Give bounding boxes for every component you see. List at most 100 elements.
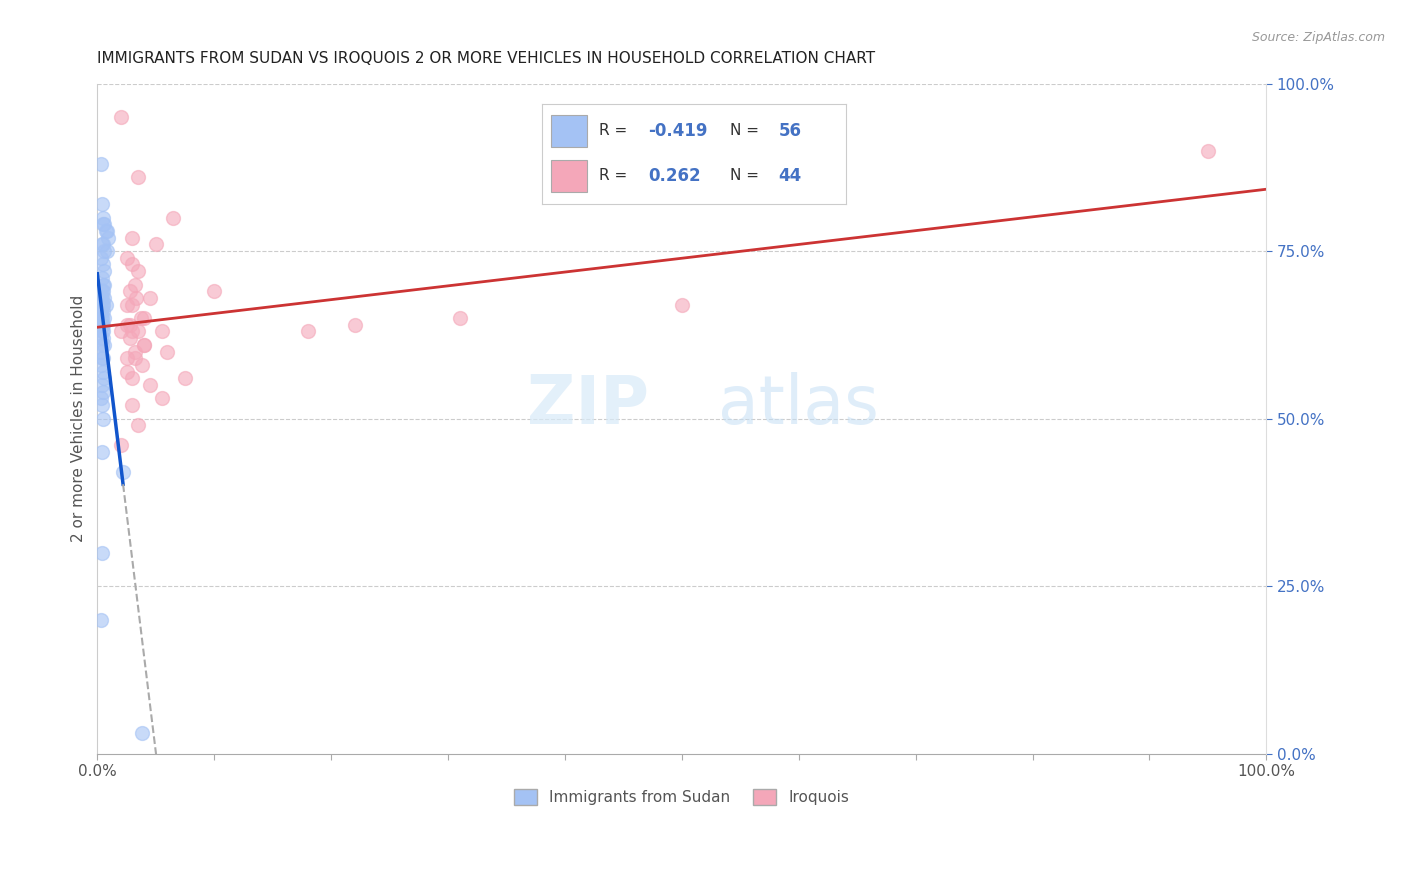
- Point: [115, 297, 138, 311]
- Point: [91, 297, 114, 311]
- Point: [139, 378, 162, 392]
- Point: [93, 371, 115, 385]
- Point: [156, 344, 179, 359]
- Point: [93, 277, 115, 292]
- Point: [91, 291, 114, 305]
- Point: [121, 325, 143, 339]
- Point: [121, 371, 143, 385]
- Point: [115, 318, 138, 332]
- Point: [110, 438, 132, 452]
- Point: [139, 291, 162, 305]
- Point: [90, 613, 112, 627]
- Point: [91, 277, 114, 292]
- Point: [91, 351, 114, 366]
- Point: [127, 325, 149, 339]
- Point: [110, 110, 132, 124]
- Point: [162, 211, 184, 225]
- Point: [132, 338, 155, 352]
- Point: [91, 270, 114, 285]
- Point: [120, 284, 142, 298]
- Point: [115, 365, 138, 379]
- Y-axis label: 2 or more Vehicles in Household: 2 or more Vehicles in Household: [72, 295, 86, 542]
- Point: [120, 318, 142, 332]
- Point: [90, 344, 112, 359]
- Point: [93, 244, 115, 258]
- Point: [115, 251, 138, 265]
- Point: [91, 311, 114, 326]
- Point: [131, 358, 153, 372]
- Point: [127, 170, 149, 185]
- Point: [96, 224, 118, 238]
- Text: Source: ZipAtlas.com: Source: ZipAtlas.com: [1251, 31, 1385, 45]
- Point: [124, 344, 146, 359]
- Text: atlas: atlas: [718, 372, 879, 438]
- Point: [90, 392, 112, 406]
- Point: [91, 325, 114, 339]
- Point: [91, 284, 114, 298]
- Point: [124, 351, 146, 366]
- Point: [127, 418, 149, 433]
- Point: [121, 297, 143, 311]
- Legend: Immigrants from Sudan, Iroquois: Immigrants from Sudan, Iroquois: [506, 781, 858, 813]
- Point: [90, 318, 112, 332]
- Point: [93, 311, 115, 326]
- Point: [91, 411, 114, 425]
- Point: [91, 297, 114, 311]
- Point: [91, 378, 114, 392]
- Point: [115, 351, 138, 366]
- Point: [91, 217, 114, 231]
- Point: [91, 545, 114, 559]
- Point: [127, 264, 149, 278]
- Point: [96, 244, 118, 258]
- Point: [91, 331, 114, 345]
- Point: [125, 291, 148, 305]
- Point: [671, 297, 693, 311]
- Point: [90, 251, 112, 265]
- Point: [90, 157, 112, 171]
- Point: [91, 325, 114, 339]
- Text: ZIP: ZIP: [527, 372, 650, 438]
- Point: [91, 197, 114, 211]
- Point: [93, 338, 115, 352]
- Point: [90, 304, 112, 318]
- Point: [91, 365, 114, 379]
- Point: [93, 291, 115, 305]
- Point: [90, 291, 112, 305]
- Point: [94, 224, 117, 238]
- Point: [90, 358, 112, 372]
- Point: [449, 311, 471, 326]
- Point: [91, 304, 114, 318]
- Text: IMMIGRANTS FROM SUDAN VS IROQUOIS 2 OR MORE VEHICLES IN HOUSEHOLD CORRELATION CH: IMMIGRANTS FROM SUDAN VS IROQUOIS 2 OR M…: [97, 51, 876, 66]
- Point: [297, 325, 319, 339]
- Point: [124, 277, 146, 292]
- Point: [131, 726, 153, 740]
- Point: [91, 338, 114, 352]
- Point: [91, 284, 114, 298]
- Point: [91, 398, 114, 412]
- Point: [112, 465, 135, 479]
- Point: [93, 217, 115, 231]
- Point: [91, 237, 114, 252]
- Point: [91, 318, 114, 332]
- Point: [121, 257, 143, 271]
- Point: [91, 211, 114, 225]
- Point: [1197, 144, 1219, 158]
- Point: [150, 325, 173, 339]
- Point: [94, 297, 117, 311]
- Point: [91, 351, 114, 366]
- Point: [145, 237, 167, 252]
- Point: [343, 318, 366, 332]
- Point: [120, 331, 142, 345]
- Point: [121, 230, 143, 244]
- Point: [90, 311, 112, 326]
- Point: [97, 230, 120, 244]
- Point: [132, 311, 155, 326]
- Point: [150, 392, 173, 406]
- Point: [91, 318, 114, 332]
- Point: [121, 398, 143, 412]
- Point: [91, 237, 114, 252]
- Point: [132, 338, 155, 352]
- Point: [91, 257, 114, 271]
- Point: [110, 325, 132, 339]
- Point: [93, 264, 115, 278]
